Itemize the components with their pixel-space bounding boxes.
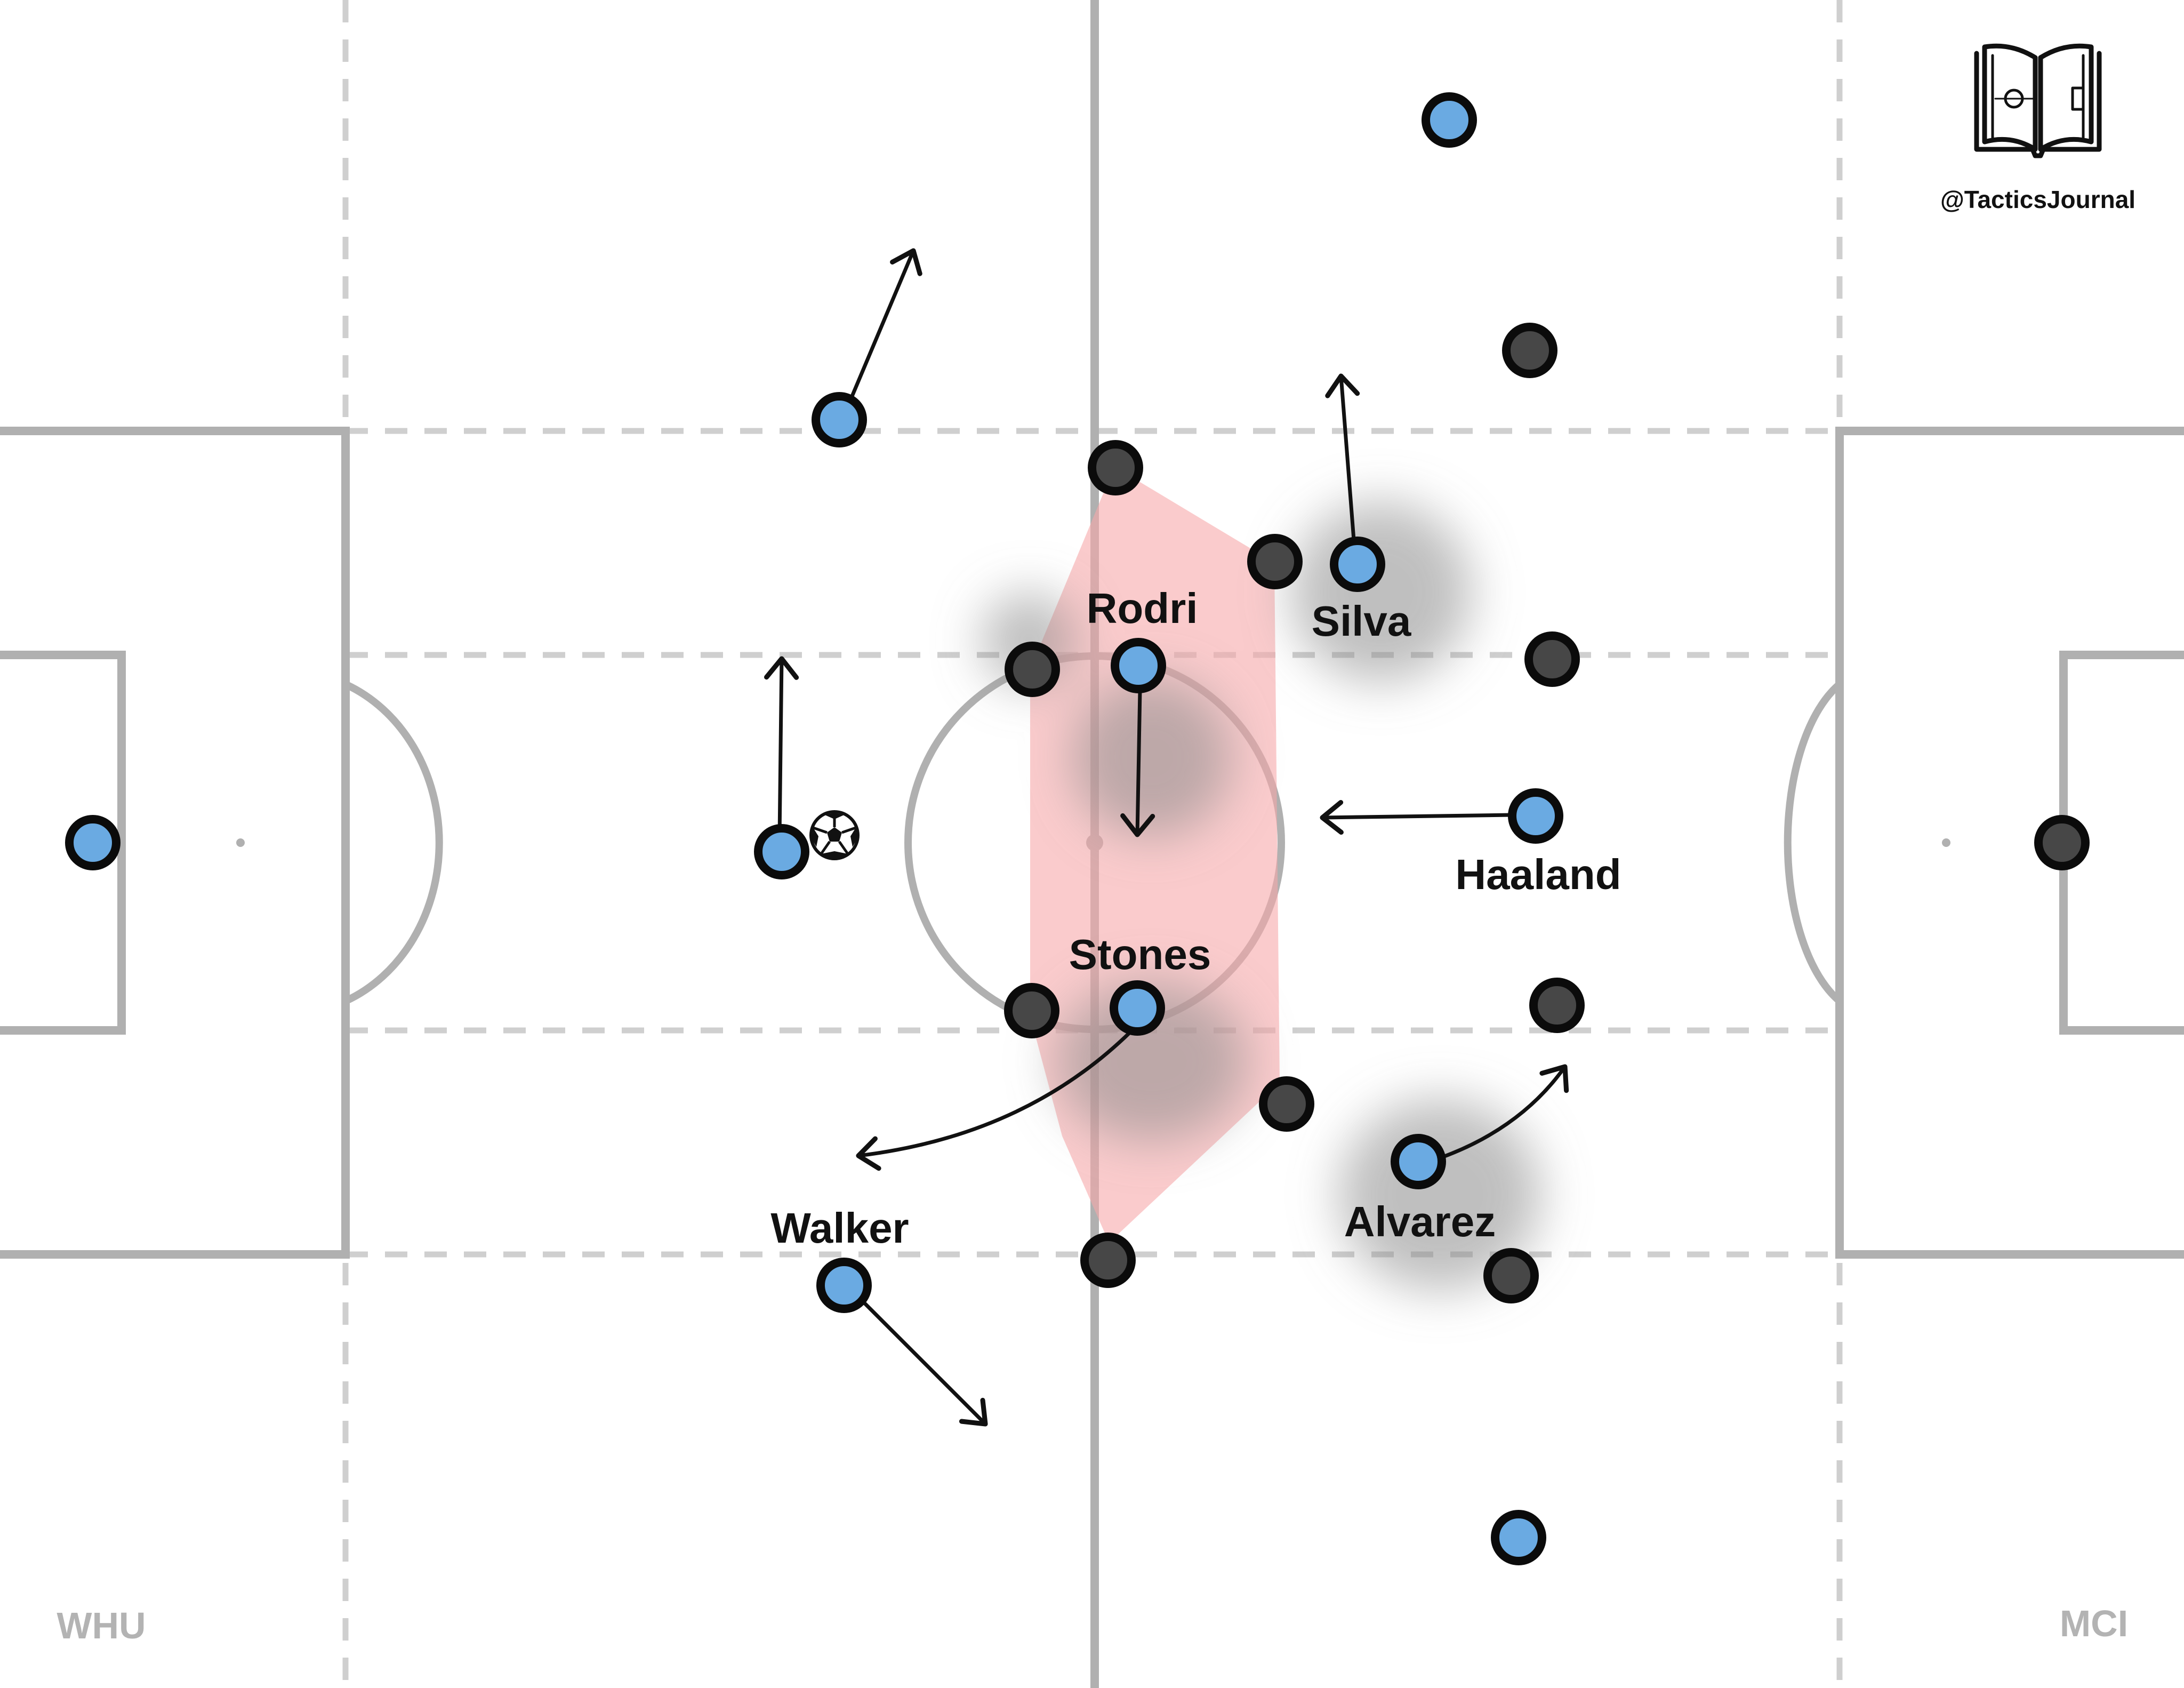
player-stones [1110, 980, 1165, 1036]
defender-player [1088, 440, 1143, 495]
player-top-right [1422, 92, 1477, 148]
arrow-walker [861, 1299, 988, 1427]
defender-player [1259, 1076, 1314, 1132]
left-six-yard-box [0, 651, 126, 1035]
arrow-stones [856, 1030, 1133, 1171]
team-label-left: WHU [57, 1605, 146, 1646]
player-labels: Rodri Silva Haaland Stones Walker Alvare… [770, 585, 1621, 1252]
label-haaland: Haaland [1455, 851, 1621, 898]
left-penalty-spot [236, 838, 245, 847]
right-penalty-spot [1942, 838, 1950, 847]
left-penalty-box [0, 427, 350, 1259]
right-penalty-box [1835, 427, 2184, 1259]
defender-player [1004, 983, 1059, 1038]
shadow-silva [1290, 501, 1472, 683]
player-haaland [1508, 788, 1563, 844]
movement-arrows [764, 248, 1569, 1427]
defender-player [1529, 978, 1585, 1033]
left-penalty-arc [344, 681, 443, 1005]
attacking-players [65, 92, 1563, 1565]
defender-player [1080, 1233, 1136, 1288]
player-silva [1330, 537, 1385, 592]
shadow-stones [1056, 981, 1248, 1141]
player-left-fullback [754, 824, 809, 879]
goalkeeper-whu [65, 815, 121, 870]
defender-player [1247, 534, 1303, 589]
label-rodri: Rodri [1087, 585, 1198, 632]
label-alvarez: Alvarez [1344, 1198, 1496, 1245]
label-walker: Walker [770, 1204, 909, 1252]
player-bottom-right [1491, 1510, 1546, 1565]
brand-handle: @TacticsJournal [1940, 186, 2135, 213]
defender-player [1005, 642, 1060, 697]
arrow-silva [1325, 373, 1360, 549]
defender-player [1502, 323, 1557, 378]
defender-player [1524, 631, 1580, 687]
shadow-rodri [1072, 677, 1232, 837]
shadow-alvarez [1338, 1099, 1541, 1291]
label-stones: Stones [1069, 931, 1211, 978]
defending-players [1004, 323, 2090, 1303]
goalkeeper-mci [2034, 815, 2090, 870]
player-walker [816, 1258, 872, 1313]
soccer-ball-icon [809, 810, 860, 860]
arrow-left-fullback [764, 656, 799, 839]
label-silva: Silva [1312, 597, 1411, 645]
player-rodri [1111, 638, 1166, 693]
player-top-winger [812, 392, 867, 447]
space-shadows [981, 501, 1541, 1291]
arrow-alvarez [1432, 1064, 1569, 1162]
defender-player [1483, 1248, 1539, 1303]
player-alvarez [1391, 1134, 1446, 1189]
arrow-top-winger [848, 248, 922, 402]
arrow-haaland [1320, 799, 1514, 835]
arrow-rodri [1120, 689, 1155, 837]
team-label-right: MCI [2060, 1603, 2128, 1644]
right-penalty-arc [1784, 681, 1842, 1004]
open-book-pitch-icon [1974, 43, 2102, 158]
